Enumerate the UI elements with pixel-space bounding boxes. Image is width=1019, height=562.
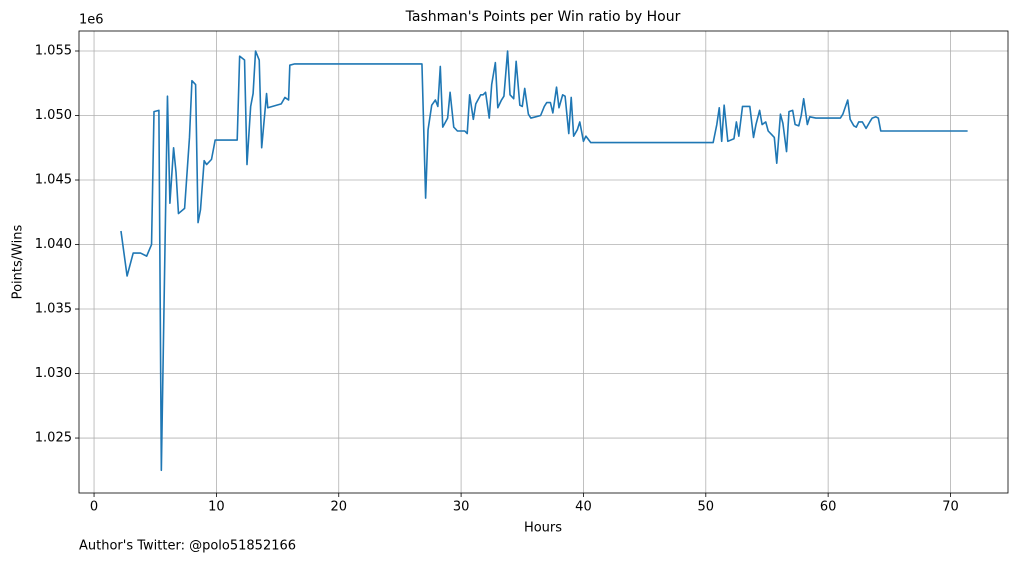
x-tick-label: 70 bbox=[942, 500, 959, 515]
x-tick-label: 20 bbox=[330, 500, 347, 515]
x-tick-label: 60 bbox=[820, 500, 837, 515]
y-tick-label: 1.040 bbox=[35, 237, 72, 252]
x-tick-label: 40 bbox=[575, 500, 592, 515]
y-axis-label: Points/Wins bbox=[11, 224, 26, 299]
y-tick-label: 1.055 bbox=[35, 43, 72, 58]
y-tick-label: 1.050 bbox=[35, 108, 72, 123]
x-tick-label: 10 bbox=[208, 500, 225, 515]
plot-frame bbox=[78, 30, 1009, 494]
x-tick-label: 30 bbox=[453, 500, 470, 515]
y-offset-label: 1e6 bbox=[79, 13, 104, 28]
y-tick-label: 1.045 bbox=[35, 173, 72, 188]
x-tick-label: 50 bbox=[698, 500, 715, 515]
y-tick-label: 1.035 bbox=[35, 302, 72, 317]
data-line bbox=[120, 50, 968, 472]
y-tick-label: 1.025 bbox=[35, 431, 72, 446]
x-axis-label: Hours bbox=[524, 521, 562, 536]
x-tick-label: 0 bbox=[90, 500, 98, 515]
chart-title: Tashman's Points per Win ratio by Hour bbox=[405, 9, 681, 25]
footer: Author's Twitter: @polo51852166 bbox=[79, 539, 296, 554]
y-tick-label: 1.030 bbox=[35, 366, 72, 381]
